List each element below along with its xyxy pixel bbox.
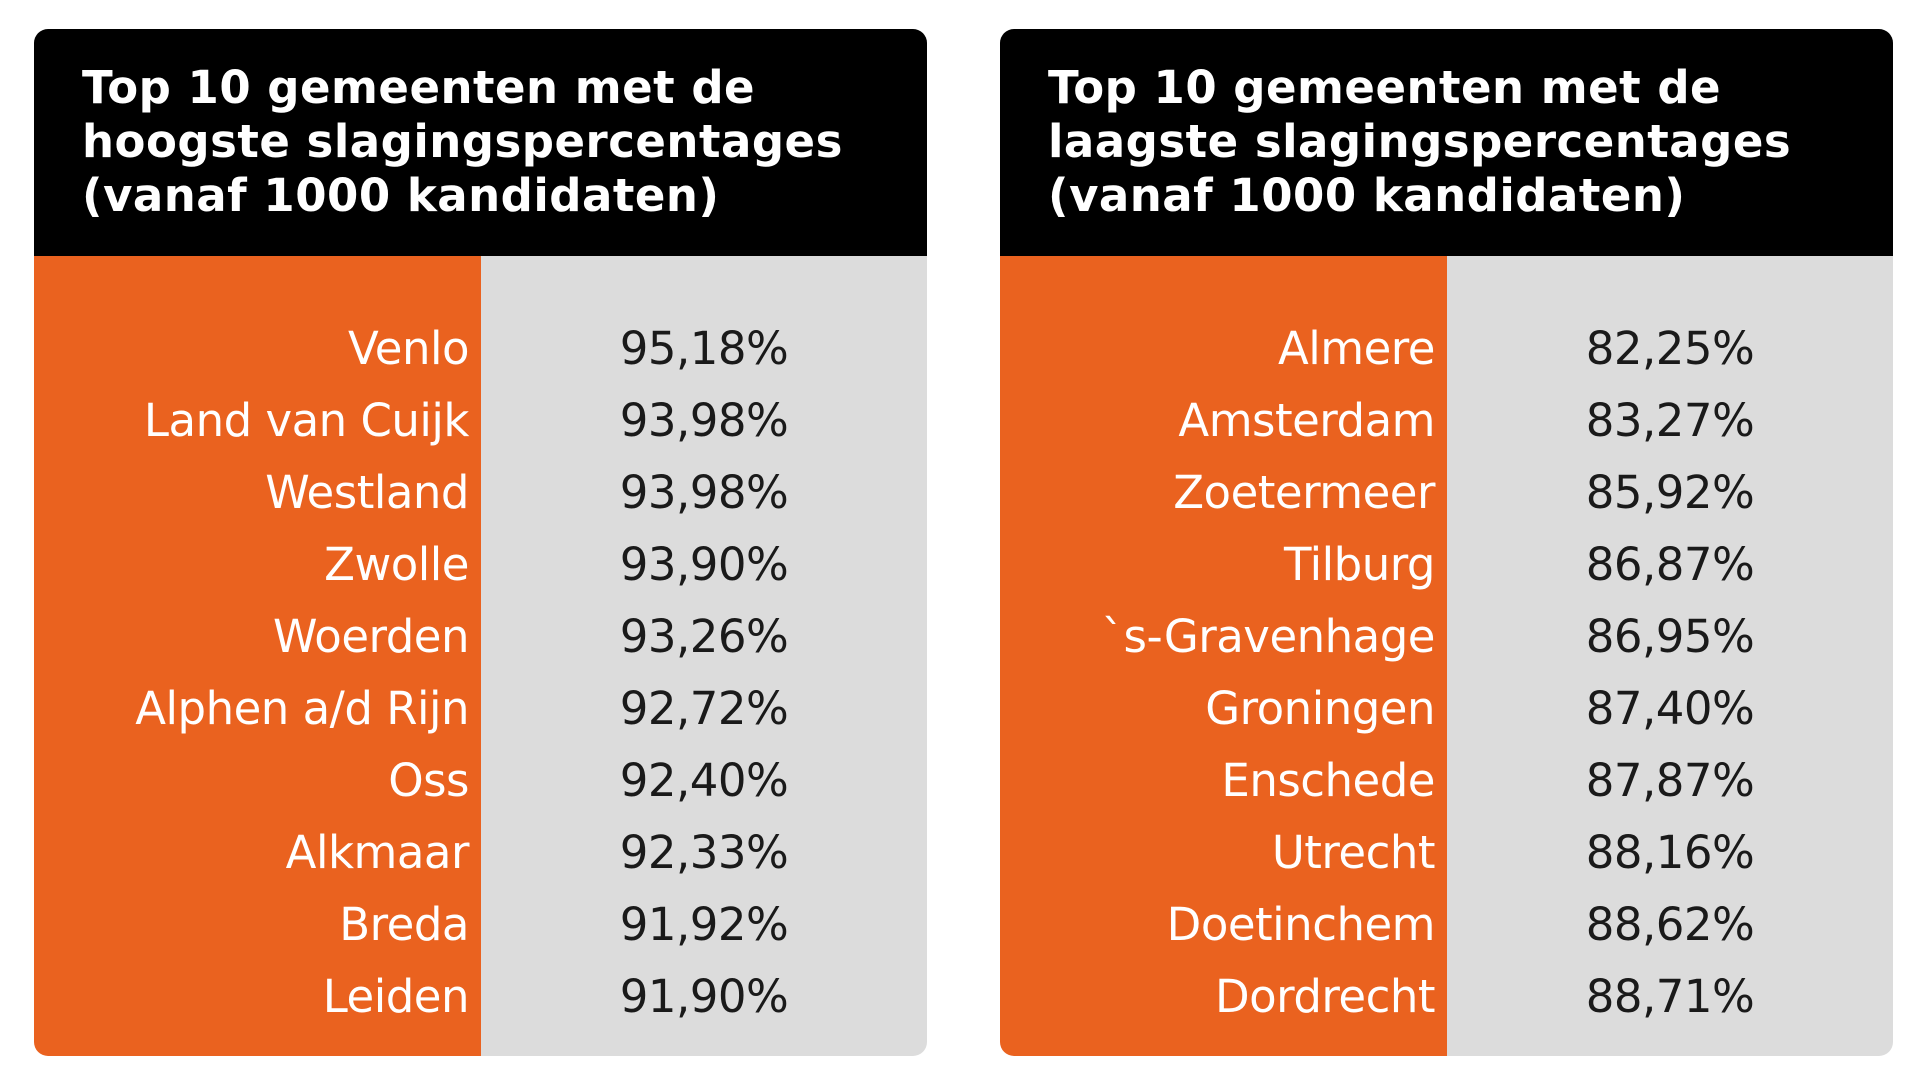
table-row: Westland 93,98% [34, 457, 927, 529]
table-row: Doetinchem 88,62% [1000, 889, 1893, 961]
table-row: Zwolle 93,90% [34, 529, 927, 601]
title-line: Top 10 gemeenten met de [1048, 61, 1722, 114]
municipality-name: Breda [339, 898, 469, 951]
municipality-column [1000, 256, 1447, 1056]
table-row: Leiden 91,90% [34, 961, 927, 1033]
title-line: hoogste slagingspercentages [82, 115, 843, 168]
pass-rate: 88,16% [1585, 826, 1755, 879]
title-line: laagste slagingspercentages [1048, 115, 1792, 168]
municipality-name: Zoetermeer [1173, 466, 1435, 519]
table-title: Top 10 gemeenten met de laagste slagings… [1048, 61, 1893, 223]
pass-rate: 92,72% [619, 682, 789, 735]
municipality-name: Leiden [322, 970, 470, 1023]
pass-rate: 93,90% [619, 538, 789, 591]
municipality-name: Westland [265, 466, 469, 519]
table-title: Top 10 gemeenten met de hoogste slagings… [82, 61, 927, 223]
table-row: Groningen 87,40% [1000, 673, 1893, 745]
table-header: Top 10 gemeenten met de laagste slagings… [1000, 29, 1893, 256]
table-row: Alkmaar 92,33% [34, 817, 927, 889]
table-row: Utrecht 88,16% [1000, 817, 1893, 889]
table-header: Top 10 gemeenten met de hoogste slagings… [34, 29, 927, 256]
municipality-name: `s-Gravenhage [1101, 610, 1436, 663]
municipality-name: Oss [388, 754, 469, 807]
table-row: Zoetermeer 85,92% [1000, 457, 1893, 529]
municipality-name: Woerden [272, 610, 470, 663]
pass-rate: 87,40% [1585, 682, 1755, 735]
pass-rate: 92,33% [619, 826, 789, 879]
pass-rate: 87,87% [1585, 754, 1755, 807]
pass-rate: 93,98% [619, 394, 789, 447]
municipality-name: Land van Cuijk [143, 394, 470, 447]
table-row: Venlo 95,18% [34, 313, 927, 385]
percentage-column [1447, 256, 1893, 1056]
table-row: Alphen a/d Rijn 92,72% [34, 673, 927, 745]
table-row: Dordrecht 88,71% [1000, 961, 1893, 1033]
municipality-name: Tilburg [1284, 538, 1435, 591]
table-row: Oss 92,40% [34, 745, 927, 817]
municipality-name: Doetinchem [1166, 898, 1436, 951]
pass-rate: 86,95% [1585, 610, 1755, 663]
highest-pass-rates-table: Top 10 gemeenten met de hoogste slagings… [34, 29, 927, 1056]
pass-rate: 88,62% [1585, 898, 1755, 951]
title-line: (vanaf 1000 kandidaten) [82, 169, 720, 222]
pass-rate: 95,18% [619, 322, 789, 375]
municipality-name: Dordrecht [1214, 970, 1436, 1023]
municipality-name: Zwolle [324, 538, 469, 591]
pass-rate: 91,90% [619, 970, 789, 1023]
municipality-name: Groningen [1205, 682, 1435, 735]
municipality-name: Almere [1277, 322, 1436, 375]
municipality-name: Amsterdam [1178, 394, 1435, 447]
table-rows: Almere 82,25% Amsterdam 83,27% Zoetermeer 8… [1000, 313, 1893, 1033]
table-row: Woerden 93,26% [34, 601, 927, 673]
pass-rate: 86,87% [1585, 538, 1755, 591]
pass-rate: 88,71% [1585, 970, 1755, 1023]
municipality-name: Enschede [1221, 754, 1435, 807]
table-rows: Venlo 95,18% Land van Cuijk 93,98% Westlan… [34, 313, 927, 1033]
pass-rate: 82,25% [1585, 322, 1755, 375]
table-row: Amsterdam 83,27% [1000, 385, 1893, 457]
municipality-name: Alkmaar [285, 826, 470, 879]
table-row: `s-Gravenhage 86,95% [1000, 601, 1893, 673]
table-row: Land van Cuijk 93,98% [34, 385, 927, 457]
table-row: Enschede 87,87% [1000, 745, 1893, 817]
title-line: Top 10 gemeenten met de [82, 61, 756, 114]
table-row: Tilburg 86,87% [1000, 529, 1893, 601]
pass-rate: 85,92% [1585, 466, 1755, 519]
table-row: Almere 82,25% [1000, 313, 1893, 385]
pass-rate: 93,26% [619, 610, 789, 663]
pass-rate: 93,98% [619, 466, 789, 519]
municipality-name: Venlo [347, 322, 470, 375]
pass-rate: 83,27% [1585, 394, 1755, 447]
municipality-name: Alphen a/d Rijn [135, 682, 469, 735]
municipality-name: Utrecht [1271, 826, 1436, 879]
lowest-pass-rates-table: Top 10 gemeenten met de laagste slagings… [1000, 29, 1893, 1056]
pass-rate: 91,92% [619, 898, 789, 951]
table-row: Breda 91,92% [34, 889, 927, 961]
municipality-column [34, 256, 481, 1056]
percentage-column [481, 256, 927, 1056]
title-line: (vanaf 1000 kandidaten) [1048, 169, 1686, 222]
pass-rate: 92,40% [619, 754, 789, 807]
